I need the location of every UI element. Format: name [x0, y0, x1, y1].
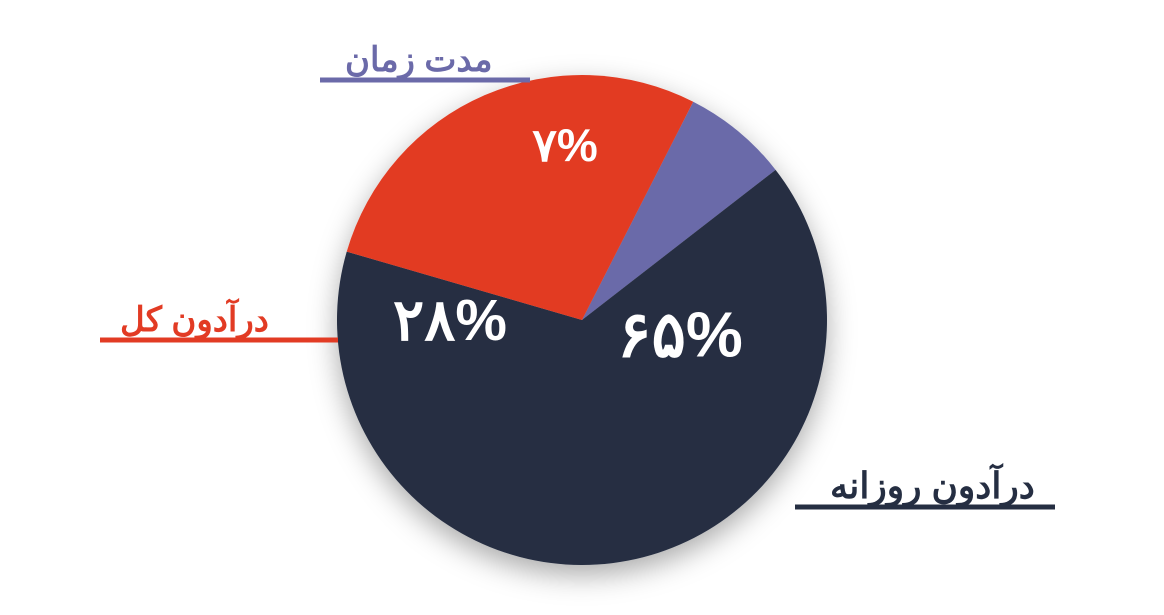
pie-label-total-income: درآدون کل — [120, 300, 269, 340]
pie-label-duration: مدت زمان — [345, 40, 492, 80]
chart-stage: ۷% ۶۵% ۲۸% مدت زمان درآدون روزانه درآدون… — [0, 0, 1164, 615]
pie-label-daily-income: درآدون روزانه — [830, 465, 1035, 507]
pie-slice-pct-duration: ۷% — [532, 118, 598, 172]
pie-slice-pct-total-income: ۲۸% — [393, 286, 507, 354]
pie-slice-pct-daily-income: ۶۵% — [617, 298, 743, 373]
